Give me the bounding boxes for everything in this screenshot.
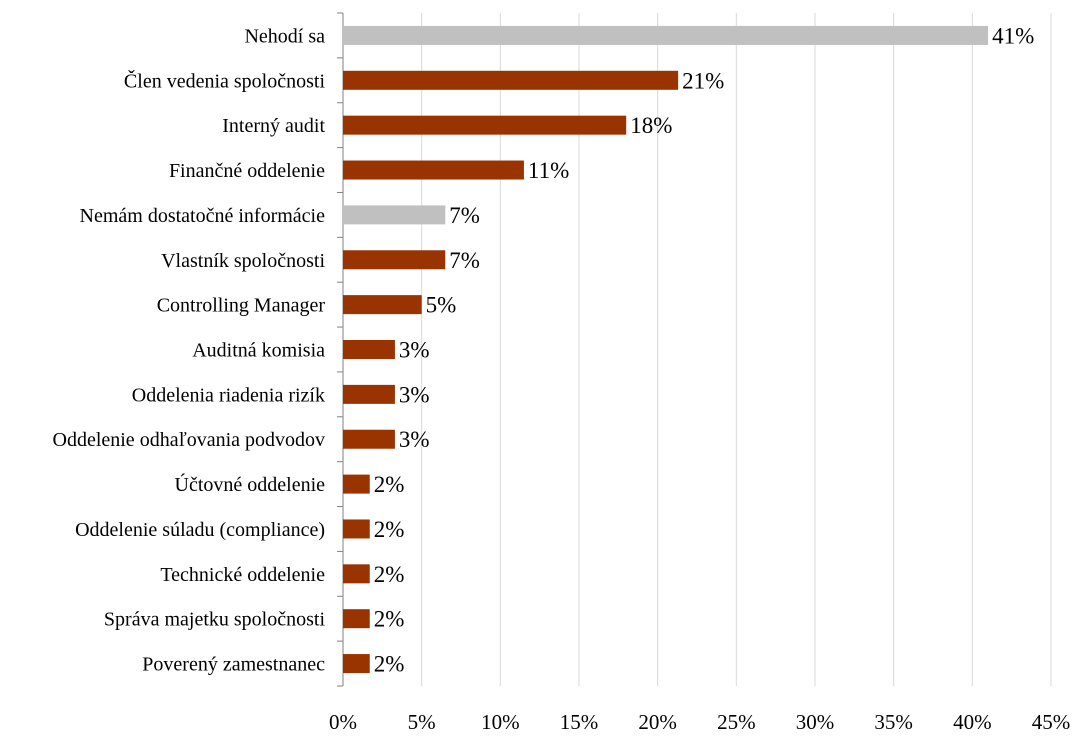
bar	[343, 564, 370, 584]
category-label: Nemám dostatočné informácie	[80, 205, 326, 227]
category-label: Poverený zamestnanec	[142, 654, 325, 676]
bar	[343, 70, 679, 90]
data-label: 11%	[528, 158, 569, 183]
category-label: Oddelenia riadenia rizík	[132, 384, 325, 406]
x-tick-label: 45%	[1032, 710, 1071, 734]
data-label: 7%	[449, 248, 480, 273]
x-tick-label: 25%	[717, 710, 756, 734]
category-label: Auditná komisia	[192, 340, 325, 362]
category-label: Vlastník spoločnosti	[161, 250, 325, 272]
bar	[343, 654, 370, 674]
data-label: 2%	[374, 517, 405, 542]
category-label: Interný audit	[222, 115, 325, 137]
bars	[343, 25, 989, 674]
data-label: 2%	[374, 562, 405, 587]
category-label: Oddelenie súladu (compliance)	[75, 519, 325, 541]
axes	[337, 12, 344, 687]
x-tick-label: 5%	[408, 710, 436, 734]
bar	[343, 384, 395, 404]
bar	[343, 519, 370, 539]
x-tick-label: 30%	[796, 710, 835, 734]
bar	[343, 340, 395, 359]
category-label: Controlling Manager	[157, 295, 326, 317]
bar	[343, 250, 446, 270]
bar	[343, 205, 446, 225]
category-labels: Nehodí sa Člen vedenia spoločnosti Interný…	[53, 25, 326, 675]
x-tick-label: 20%	[638, 710, 677, 734]
bar	[343, 295, 422, 315]
x-tick-labels: 0% 5% 10% 15% 20% 25% 30% 35% 40% 45%	[329, 710, 1070, 734]
category-label: Účtovné oddelenie	[175, 472, 326, 496]
data-label: 7%	[449, 203, 480, 228]
data-label: 21%	[682, 68, 724, 93]
x-tick-label: 40%	[953, 710, 992, 734]
data-labels: 41% 21% 18% 11% 7% 7% 5% 3% 3% 3% 2% 2% 2% 2% 2%	[374, 23, 1034, 676]
data-label: 18%	[630, 113, 672, 138]
x-tick-label: 0%	[329, 710, 357, 734]
data-label: 3%	[399, 382, 430, 407]
data-label: 41%	[992, 23, 1034, 48]
category-label: Správa majetku spoločnosti	[104, 609, 326, 631]
gridlines	[421, 13, 1052, 686]
bar	[343, 474, 370, 494]
bar	[343, 25, 989, 45]
data-label: 2%	[374, 607, 405, 632]
bar	[343, 115, 627, 135]
bar	[343, 160, 524, 180]
data-label: 2%	[374, 472, 405, 497]
x-tick-label: 10%	[481, 710, 520, 734]
bar	[343, 609, 370, 629]
category-label: Finančné oddelenie	[169, 160, 325, 182]
category-label: Nehodí sa	[244, 25, 325, 47]
data-label: 5%	[426, 293, 457, 318]
data-label: 2%	[374, 652, 405, 677]
category-label: Člen vedenia spoločnosti	[124, 68, 326, 92]
bar	[343, 429, 395, 449]
data-label: 3%	[399, 338, 430, 363]
category-label: Technické oddelenie	[160, 564, 325, 586]
x-tick-label: 15%	[560, 710, 599, 734]
category-label: Oddelenie odhaľovania podvodov	[53, 429, 326, 451]
data-label: 3%	[399, 427, 430, 452]
x-tick-label: 35%	[874, 710, 913, 734]
